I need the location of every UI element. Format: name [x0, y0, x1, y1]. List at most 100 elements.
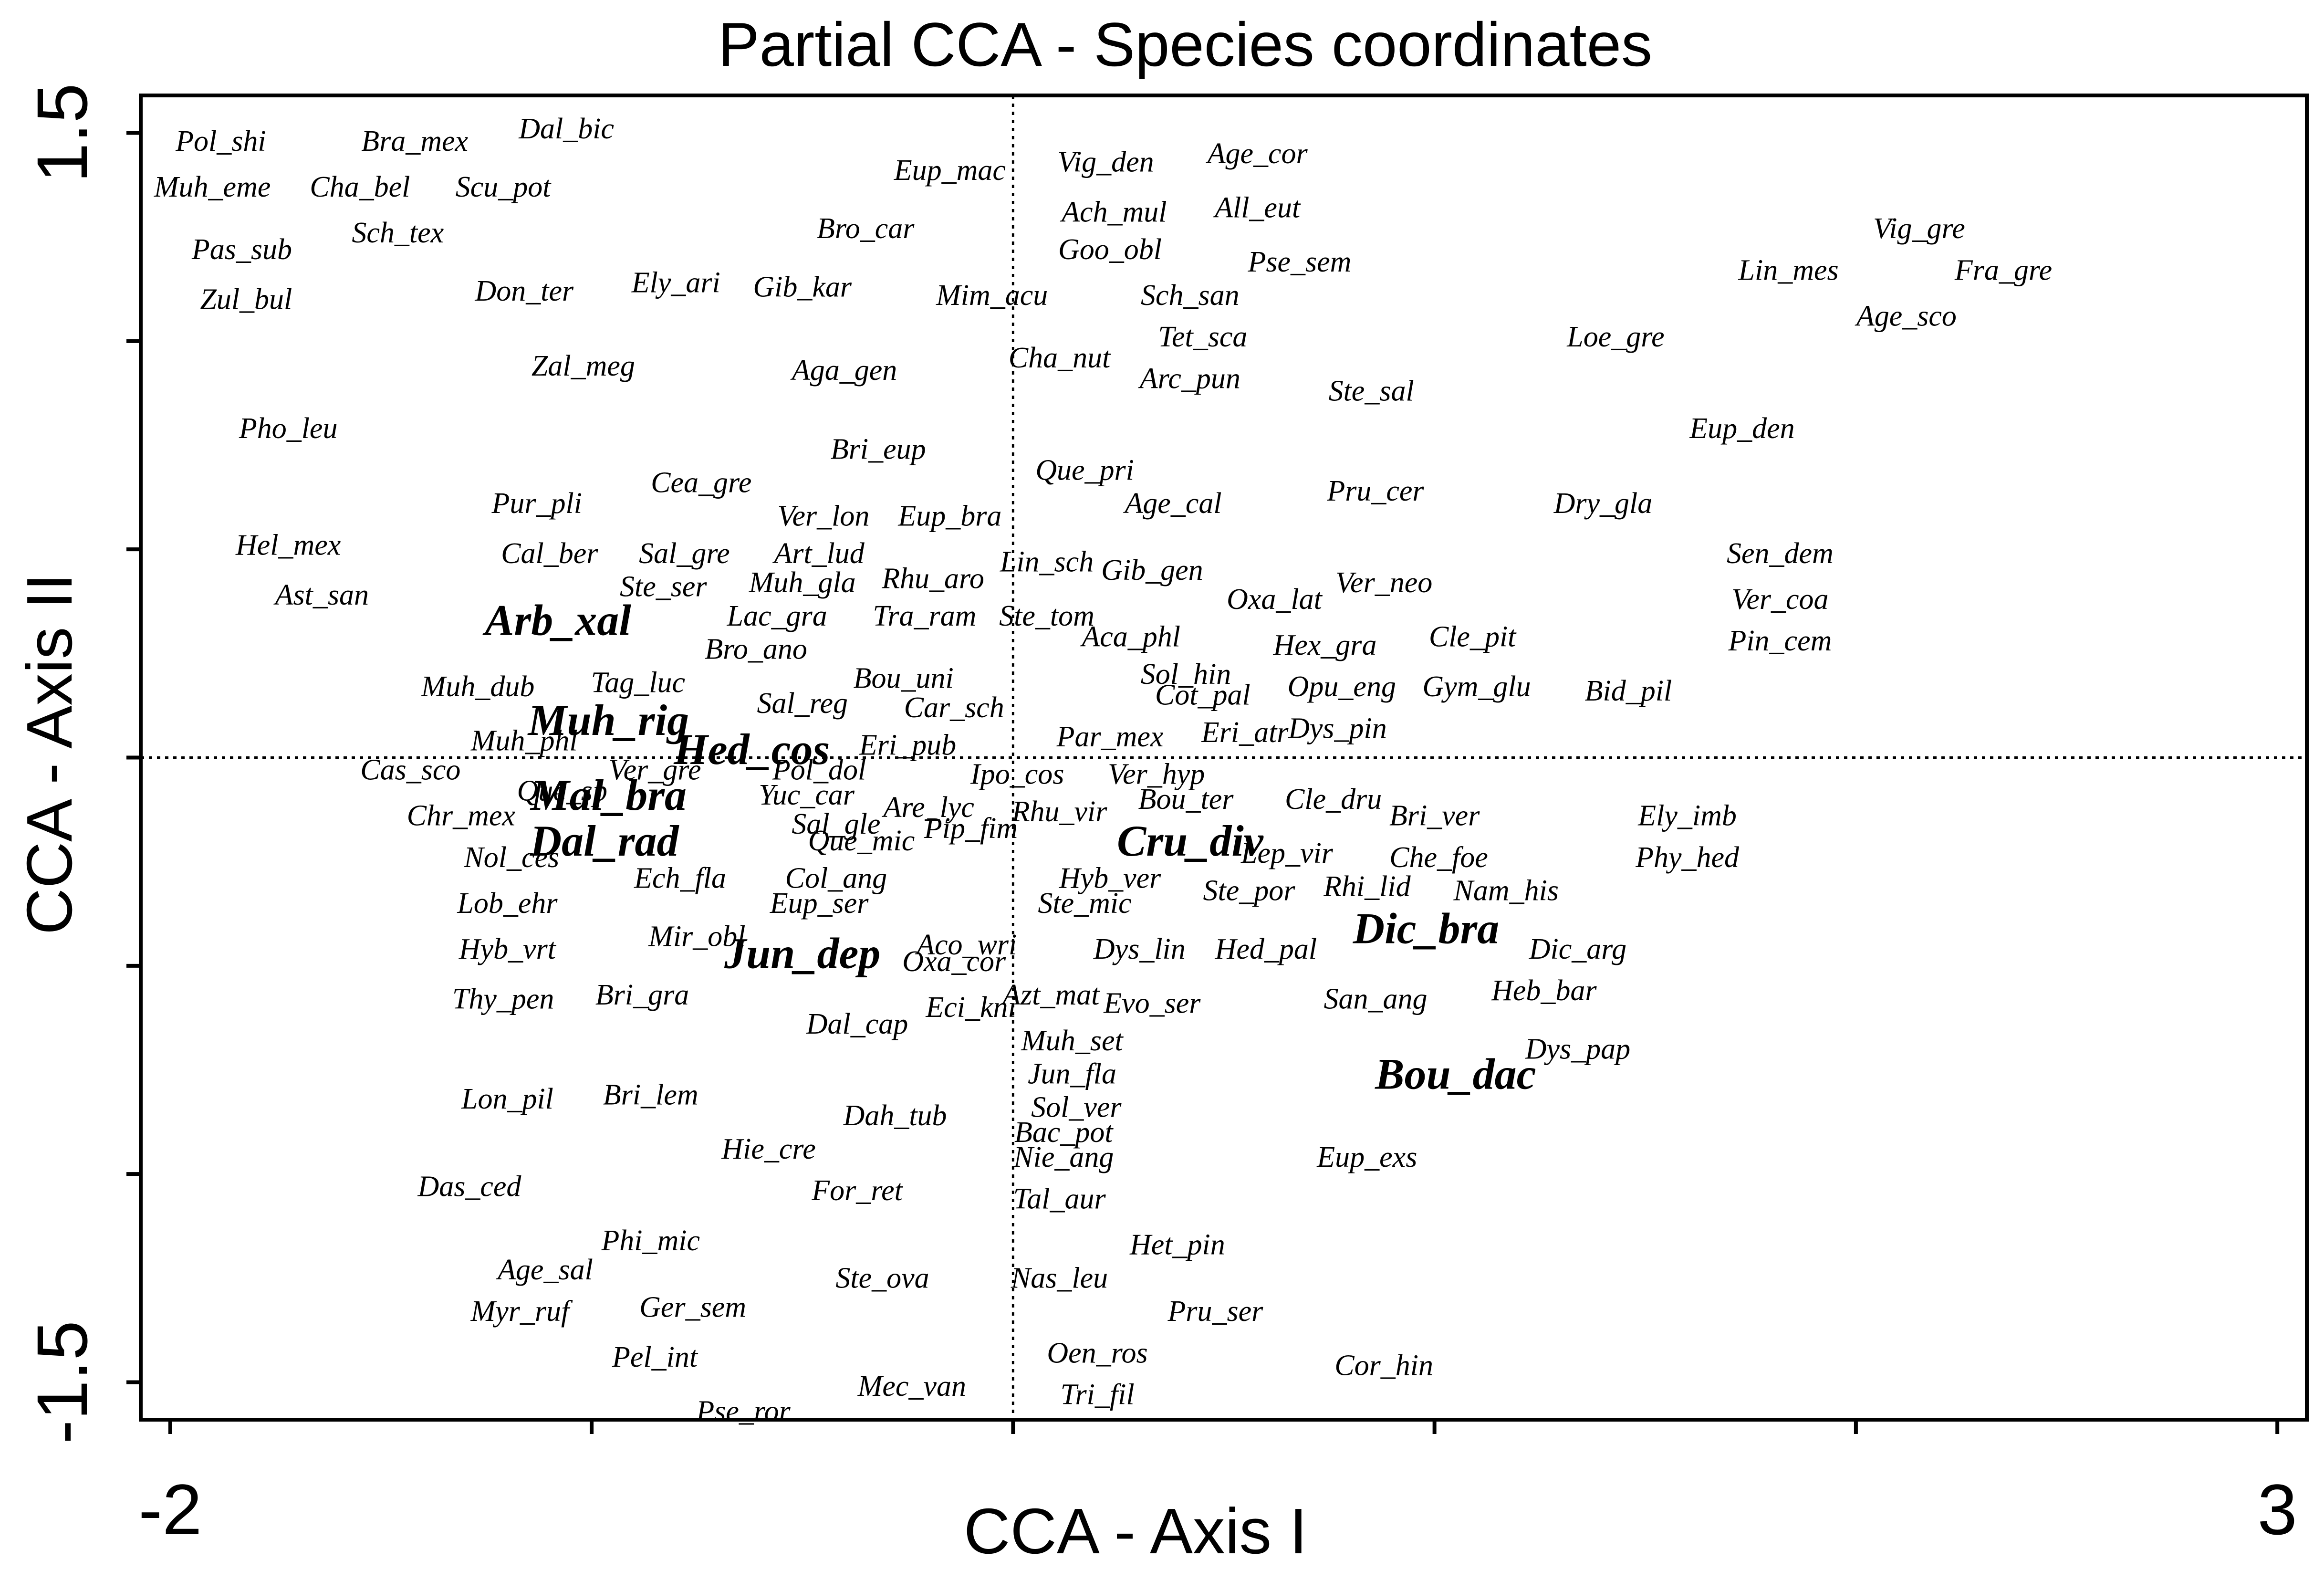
species-label: Azt_mat [1000, 979, 1100, 1011]
species-label: Pru_ser [1167, 1295, 1263, 1328]
species-label: Que_sp [517, 775, 607, 807]
species-label: Are_lyc [881, 791, 974, 824]
species-label: Ipo_cos [970, 758, 1064, 790]
species-label: Cha_nut [1009, 342, 1111, 374]
species-label: Goo_obl [1058, 233, 1162, 266]
species-label: Bro_ano [705, 633, 807, 666]
species-label: Cor_hin [1334, 1350, 1433, 1382]
species-label: Tri_fil [1060, 1379, 1134, 1411]
species-label: Ech_fla [634, 862, 726, 895]
species-label: Hed_cos [673, 725, 830, 774]
species-label: Don_ter [474, 275, 574, 307]
species-label: Tra_ram [873, 600, 976, 632]
species-label: Mir_obl [648, 921, 745, 953]
species-label: Pas_sub [191, 233, 292, 266]
species-labels: Pol_shi Bra_mex Dal_bic Muh_eme Cha_bel Scu_p… [154, 113, 2052, 1428]
species-label: Oxa_cor [902, 945, 1006, 978]
species-label: Lin_sch [1000, 545, 1094, 578]
species-label: Hyb_ver [1059, 862, 1161, 895]
species-label: Ver_hyp [1108, 758, 1205, 790]
species-label: San_ang [1324, 983, 1427, 1015]
species-label: Art_lud [772, 537, 865, 570]
species-label: Pin_cem [1728, 625, 1832, 657]
species-label: Lin_mes [1738, 254, 1839, 287]
chart-title: Partial CCA - Species coordinates [718, 10, 1652, 79]
species-label: Tal_aur [1013, 1183, 1106, 1215]
species-label: Pse_ror [696, 1395, 791, 1428]
species-label: Hie_cre [721, 1133, 815, 1165]
species-label: Pho_leu [239, 412, 338, 445]
species-label: Ver_lon [777, 500, 869, 532]
species-label: Eup_ser [770, 887, 869, 920]
species-label: Pru_cer [1326, 475, 1424, 507]
species-label: Bou_dac [1375, 1050, 1536, 1099]
species-label: Opu_eng [1288, 670, 1396, 703]
species-label: Eup_bra [897, 500, 1001, 532]
species-label: Pur_pli [491, 487, 582, 520]
species-label: Sol_ver [1031, 1091, 1122, 1124]
species-label: Rhu_vir [1011, 795, 1108, 828]
species-label: Oxa_lat [1227, 583, 1323, 616]
species-label: Col_ang [785, 862, 887, 895]
species-label: Car_sch [904, 691, 1004, 724]
species-label: Sch_san [1141, 279, 1240, 312]
species-label: Muh_gla [749, 566, 856, 599]
plot-frame [139, 94, 2309, 1422]
species-label: Tag_luc [591, 666, 685, 699]
species-label: Eci_kni [925, 991, 1016, 1024]
species-label: Muh_phl [470, 725, 578, 757]
x-axis-title: CCA - Axis I [964, 1495, 1307, 1567]
species-label: Hyb_vrt [459, 933, 557, 965]
species-label: Gym_glu [1422, 670, 1531, 703]
species-label: Bac_pot [1014, 1116, 1114, 1149]
species-label: Dic_arg [1529, 933, 1626, 965]
axis-ticks [126, 131, 2280, 1434]
species-label: Yuc_car [759, 779, 855, 811]
species-label: Lep_vir [1240, 837, 1334, 869]
species-label: Cha_bel [310, 171, 410, 203]
species-label: Que_mic [808, 825, 915, 857]
species-label: Che_foe [1389, 841, 1488, 874]
species-label: Dys_pap [1525, 1033, 1630, 1065]
species-label: Sen_dem [1727, 537, 1834, 570]
species-label: Sal_gle [792, 808, 880, 840]
species-label: Cru_div [1117, 816, 1264, 865]
species-label: Tet_sca [1158, 321, 1247, 353]
species-label: Zul_bul [200, 283, 292, 316]
species-label: Bri_gra [595, 979, 689, 1011]
species-label: Ely_imb [1637, 800, 1737, 832]
species-label: Phy_hed [1635, 841, 1740, 874]
species-label: Hed_pal [1215, 933, 1317, 965]
species-label: Lob_ehr [457, 887, 558, 920]
species-label: Dys_lin [1093, 933, 1186, 965]
species-label: Eup_den [1689, 412, 1794, 445]
species-label: Bri_ver [1389, 800, 1480, 832]
species-label: Dal_rad [530, 816, 680, 865]
species-label: Chr_mex [407, 800, 516, 832]
species-label: Aca_phl [1080, 620, 1180, 653]
species-label: Dry_gla [1553, 487, 1653, 520]
species-label: Gib_kar [753, 271, 852, 303]
species-label: Sch_tex [352, 217, 444, 249]
species-label: Evo_ser [1103, 987, 1201, 1019]
species-label: Pol_dol [772, 754, 866, 786]
species-label: Cle_dru [1285, 783, 1382, 816]
species-label: Muh_rig [527, 696, 689, 744]
y-tick-label: -1.5 [22, 1320, 102, 1444]
species-label: Cot_pal [1155, 679, 1251, 712]
species-label: Pip_fim [924, 812, 1018, 845]
species-label: Aco_wri [915, 929, 1017, 961]
species-label: Ely_ari [631, 267, 720, 299]
species-label: Ast_san [273, 579, 369, 611]
species-label: Vig_den [1058, 146, 1154, 178]
species-label: Arc_pun [1138, 362, 1240, 395]
species-label: Nam_his [1453, 875, 1559, 907]
species-label: Dal_cap [806, 1008, 908, 1040]
species-label: All_eut [1213, 192, 1301, 224]
species-label: Fra_gre [1954, 254, 2052, 287]
species-label: Das_ced [417, 1170, 521, 1203]
species-label: Age_sal [496, 1254, 593, 1286]
species-label: Eri_atr [1201, 716, 1289, 749]
species-label: Dal_bic [518, 113, 614, 145]
species-label: Ste_ser [620, 571, 707, 603]
